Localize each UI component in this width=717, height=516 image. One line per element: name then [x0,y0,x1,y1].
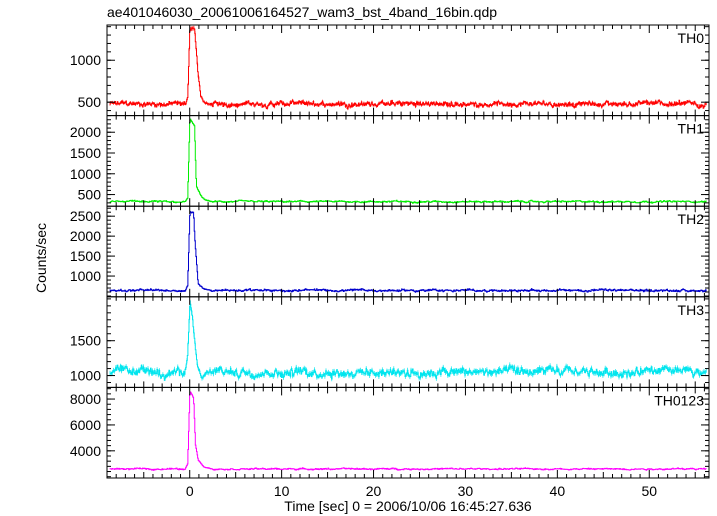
series-line [109,118,707,204]
x-tick-label: 10 [274,483,290,499]
x-tick-label: 20 [366,483,382,499]
y-tick-label: 8000 [70,391,101,407]
y-tick-label: 1000 [70,52,101,68]
panel-th1: 500 1000 1500 2000 TH1 [70,115,710,207]
panel-label: TH2 [678,211,705,227]
y-tick-label: 1500 [70,333,101,349]
panel-label: TH3 [678,302,705,318]
x-axis-label: Time [sec] 0 = 2006/10/06 16:45:27.636 [284,498,532,514]
x-tick-label: 0 [186,483,194,499]
error-bars [109,391,707,471]
x-tick-label: 40 [550,483,566,499]
y-tick-label: 2500 [70,208,101,224]
y-tick-label: 1000 [70,368,101,384]
panel-label: TH0 [678,30,705,46]
panel-label: TH0123 [654,392,704,408]
x-tick-label: 30 [458,483,474,499]
error-bars [109,25,707,111]
y-tick-label: 4000 [70,443,101,459]
y-tick-label: 1500 [70,248,101,264]
y-tick-label: 2000 [70,124,101,140]
y-tick-label: 500 [78,94,102,110]
y-tick-label: 6000 [70,417,101,433]
y-axis-label: Counts/sec [33,223,49,293]
series-line [109,211,707,293]
series-line [109,391,706,471]
panel-th0123: 4000 6000 8000 TH0123 [70,386,710,479]
y-tick-label: 500 [78,187,102,203]
panel-frame [106,205,710,298]
x-tick-label: 50 [641,483,657,499]
panel-th3: 1000 1500 TH3 [70,296,710,388]
y-tick-label: 2000 [70,228,101,244]
chart-title: ae401046030_20061006164527_wam3_bst_4ban… [107,4,497,20]
panel-frame [106,115,710,207]
series-line [109,27,707,110]
y-tick-label: 1000 [70,268,101,284]
error-bars [109,210,707,293]
y-tick-label: 1000 [70,166,101,182]
panel-label: TH1 [678,121,705,137]
panel-th0: 500 1000 TH0 [70,24,710,117]
y-tick-label: 1500 [70,145,101,161]
error-bars [109,300,707,382]
panel-th2: 1000 1500 2000 2500 TH2 [70,205,710,298]
panel-frame [106,386,710,479]
error-bars [109,118,707,204]
